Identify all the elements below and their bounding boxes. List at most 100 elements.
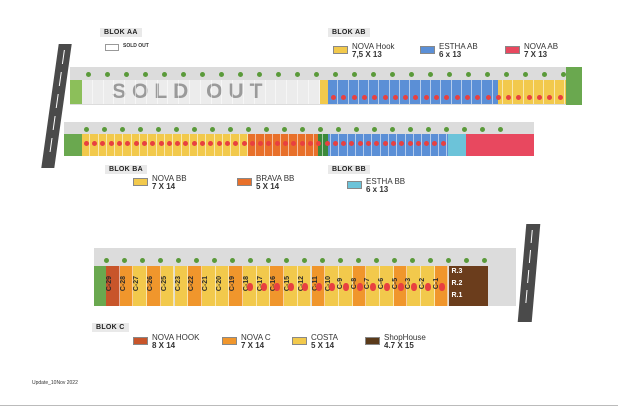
lot-ab: [349, 80, 359, 104]
legend-nova-ab: NOVA AB 7 X 13: [505, 43, 558, 59]
tree-icon: [392, 258, 397, 263]
blok-ba-tag: BLOK BA: [105, 165, 147, 174]
legend-dims: 5 X 14: [311, 341, 335, 350]
lot-marker: [464, 95, 470, 100]
lot-aa: [222, 80, 234, 104]
blok-bb-green: [318, 134, 328, 156]
blok-c-tag: BLOK C: [92, 323, 129, 332]
tree-icon: [257, 72, 262, 77]
blok-ab-tag: BLOK AB: [328, 28, 370, 37]
shophouse-label: R.1: [451, 292, 463, 299]
tree-icon: [480, 127, 485, 132]
lot-aa: [104, 80, 115, 104]
lot-aa: [266, 80, 277, 104]
row-c-start-green: [94, 266, 106, 306]
tree-icon: [284, 258, 289, 263]
lot-marker: [316, 141, 322, 146]
lot-marker: [411, 283, 418, 291]
legend-nova-bb: NOVA BB 7 X 14: [133, 175, 187, 191]
row-aa-green-strip: [70, 80, 82, 104]
legend-dims: 4.7 X 15: [384, 341, 414, 350]
legend-swatch: [292, 337, 307, 345]
lot-aa: [298, 80, 309, 104]
lot-aa: [276, 80, 288, 104]
lot-c-label: C-27: [133, 275, 141, 292]
lot-c-label: C-19: [229, 275, 237, 292]
lot-marker: [361, 95, 367, 100]
lot-ab: [513, 80, 524, 104]
legend-dims: 7 X 13: [524, 50, 548, 59]
tree-icon: [84, 127, 89, 132]
lot-marker: [332, 141, 338, 146]
legend-costa: COSTA 5 X 14: [292, 334, 338, 350]
lot-marker: [425, 283, 432, 291]
lot-aa: [309, 80, 320, 104]
lot-ba: [165, 134, 174, 156]
lot-ab: [431, 80, 442, 104]
lot-marker: [224, 141, 230, 146]
lot-marker: [247, 283, 253, 291]
lot-marker: [324, 141, 330, 146]
lot-ba: [182, 134, 190, 156]
tree-icon: [462, 127, 467, 132]
lot-c-label: C-23: [174, 275, 182, 292]
lot-ba: [82, 134, 91, 156]
lot-marker: [432, 141, 438, 146]
lot-ba: [323, 134, 331, 156]
tree-icon: [158, 258, 163, 263]
lot-marker: [424, 141, 430, 146]
lot-ba: [256, 134, 265, 156]
lot-marker: [399, 141, 405, 146]
lot-ba: [215, 134, 224, 156]
lot-ba: [422, 134, 431, 156]
lot-ba: [124, 134, 132, 156]
lot-c: [106, 266, 120, 306]
lot-ba: [157, 134, 165, 156]
lot-ab: [359, 80, 370, 104]
tree-icon: [124, 72, 129, 77]
lot-marker: [191, 141, 197, 146]
lot-c: [160, 266, 175, 306]
legend-swatch: [505, 46, 520, 54]
lot-marker: [175, 141, 181, 146]
lot-ba: [356, 134, 365, 156]
blok-aa-sold-area: [82, 80, 320, 104]
lot-marker: [384, 283, 390, 291]
lot-c: [133, 266, 148, 306]
tree-icon: [408, 127, 413, 132]
lot-ba: [314, 134, 323, 156]
lot-marker: [291, 141, 297, 146]
tree-icon: [336, 127, 341, 132]
lot-ba: [306, 134, 315, 156]
legend-dims: 6 x 13: [366, 185, 389, 194]
lot-ba: [431, 134, 439, 156]
tree-icon: [338, 258, 343, 263]
lot-aa: [190, 80, 201, 104]
lot-ba: [339, 134, 348, 156]
tree-icon: [266, 258, 271, 263]
tree-icon: [561, 72, 566, 77]
tree-icon: [318, 127, 323, 132]
lot-ba: [173, 134, 182, 156]
lot-aa: [244, 80, 255, 104]
legend-brava-bb: BRAVA BB 5 X 14: [237, 175, 294, 191]
lot-marker: [288, 283, 295, 291]
shophouse-label: R.2: [451, 280, 463, 287]
legend-swatch: [237, 178, 252, 186]
lot-ba: [198, 134, 207, 156]
lot-marker: [266, 141, 272, 146]
tree-icon: [120, 127, 125, 132]
legend-name: ShopHouse: [384, 333, 426, 342]
lot-ba: [90, 134, 99, 156]
legend-name: NOVA Hook: [352, 42, 395, 51]
lot-c: [188, 266, 202, 306]
lot-c: [229, 266, 243, 306]
lot-marker: [526, 95, 532, 100]
lot-ba: [439, 134, 448, 156]
legend-name: NOVA HOOK: [152, 333, 200, 342]
tree-icon: [352, 72, 357, 77]
lot-ab: [369, 80, 380, 104]
lot-ab: [441, 80, 452, 104]
lot-aa: [287, 80, 298, 104]
blok-bb-red-end: [466, 134, 534, 156]
